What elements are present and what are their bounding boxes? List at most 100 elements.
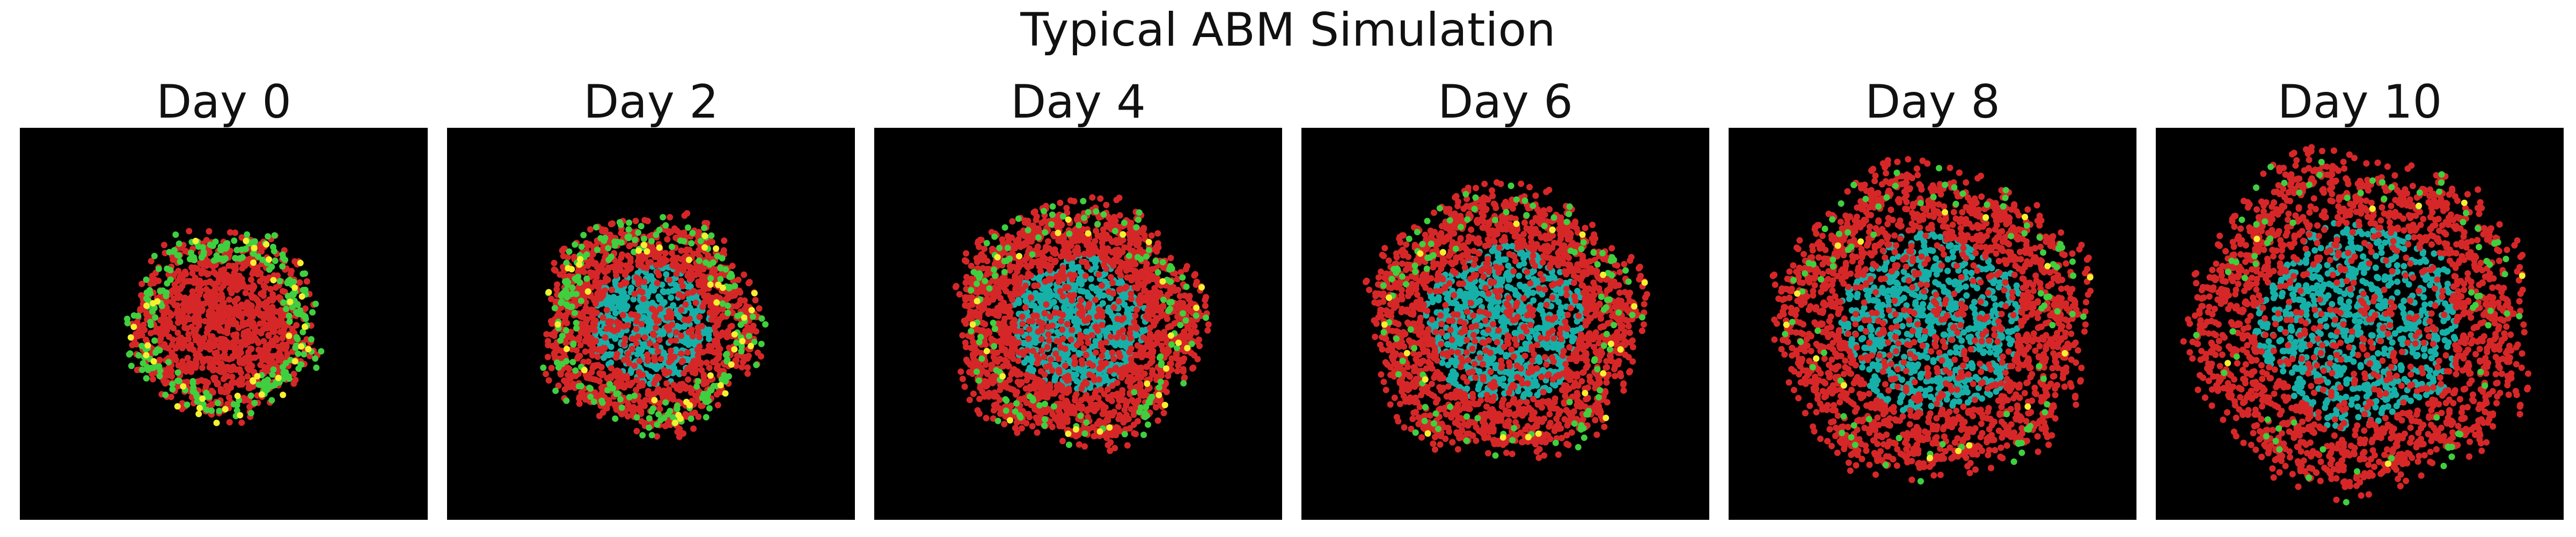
red-cells-point [700, 376, 707, 383]
green-cells-point [737, 321, 744, 328]
red-cells-point [255, 301, 262, 308]
red-cells-point [633, 318, 640, 325]
red-cells-point [734, 302, 741, 309]
yellow-cells-point [564, 345, 570, 352]
yellow-cells-point [713, 299, 720, 306]
cyan-cells-point [1077, 287, 1084, 294]
red-cells-point [690, 425, 697, 432]
red-cells-point [210, 268, 217, 275]
cyan-cells-point [672, 346, 679, 353]
green-cells-point [626, 219, 633, 226]
red-cells-point [696, 314, 703, 320]
red-cells-point [561, 319, 568, 326]
yellow-cells-point [751, 290, 758, 296]
red-cells-point [1160, 410, 1167, 417]
green-cells-point [158, 302, 165, 309]
red-cells-point [574, 355, 581, 362]
green-cells-point [175, 252, 182, 259]
red-cells-point [580, 359, 587, 366]
red-cells-point [557, 369, 564, 376]
red-cells-point [184, 379, 191, 386]
green-cells-point [646, 424, 653, 431]
red-cells-point [641, 420, 648, 426]
green-cells-point [268, 397, 275, 404]
red-cells-point [679, 282, 686, 289]
red-cells-point [641, 334, 648, 341]
cyan-cells-point [1083, 328, 1090, 335]
yellow-cells-point [291, 358, 298, 365]
red-cells-point [274, 272, 281, 279]
red-cells-point [1058, 268, 1065, 275]
red-cells-point [700, 349, 707, 355]
green-cells-point [738, 343, 745, 350]
red-cells-point [1183, 263, 1190, 270]
red-cells-point [1059, 293, 1066, 300]
cyan-cells-point [621, 302, 628, 309]
red-cells-point [672, 337, 679, 344]
green-cells-point [292, 343, 299, 350]
green-cells-point [140, 360, 147, 367]
green-cells-point [668, 243, 675, 250]
green-cells-point [551, 304, 558, 311]
green-cells-point [135, 352, 142, 359]
red-cells-point [270, 329, 277, 336]
red-cells-point [1121, 244, 1128, 251]
red-cells-point [236, 282, 243, 289]
green-cells-point [166, 249, 173, 256]
red-cells-point [1093, 228, 1100, 234]
red-cells-point [719, 313, 726, 319]
cyan-cells-point [635, 346, 642, 353]
red-cells-point [1072, 248, 1079, 255]
green-cells-point [578, 243, 585, 250]
red-cells-point [1116, 369, 1123, 376]
red-cells-point [663, 314, 670, 321]
red-cells-point [680, 267, 687, 274]
yellow-cells-point [222, 406, 229, 412]
red-cells-point [211, 376, 218, 383]
red-cells-point [162, 380, 169, 387]
red-cells-point [584, 316, 591, 323]
red-cells-point [199, 267, 206, 274]
green-cells-point [734, 313, 741, 320]
red-cells-point [630, 404, 637, 411]
red-cells-point [198, 301, 205, 308]
red-cells-point [1085, 413, 1092, 420]
cyan-cells-point [1089, 354, 1096, 361]
red-cells-point [592, 300, 599, 307]
red-cells-point [1092, 296, 1099, 303]
green-cells-point [284, 293, 291, 300]
red-cells-point [725, 291, 732, 298]
red-cells-point [628, 311, 635, 318]
red-cells-point [244, 373, 251, 380]
cyan-cells-point [1061, 303, 1068, 310]
red-cells-point [1009, 218, 1016, 225]
green-cells-point [638, 223, 645, 230]
red-cells-point [1045, 331, 1052, 338]
cyan-cells-point [668, 294, 675, 301]
red-cells-point [626, 360, 633, 367]
red-cells-point [618, 372, 625, 379]
red-cells-point [239, 360, 246, 367]
red-cells-point [247, 384, 254, 391]
red-cells-point [1204, 327, 1211, 334]
red-cells-point [577, 342, 584, 349]
red-cells-point [664, 422, 671, 429]
red-cells-point [678, 359, 685, 365]
green-cells-point [572, 367, 579, 374]
red-cells-point [684, 349, 691, 356]
red-cells-point [677, 230, 684, 237]
red-cells-point [676, 433, 683, 440]
red-cells-point [278, 314, 285, 321]
green-cells-point [138, 366, 145, 373]
red-cells-point [208, 323, 215, 330]
red-cells-point [174, 319, 181, 326]
cyan-cells-point [1077, 268, 1084, 275]
cyan-cells-point [1024, 355, 1031, 362]
green-cells-point [286, 313, 292, 319]
green-cells-point [633, 414, 640, 421]
yellow-cells-point [237, 412, 244, 419]
green-cells-point [573, 325, 580, 332]
yellow-cells-point [150, 358, 157, 365]
red-cells-point [1028, 373, 1034, 380]
yellow-cells [127, 237, 312, 426]
